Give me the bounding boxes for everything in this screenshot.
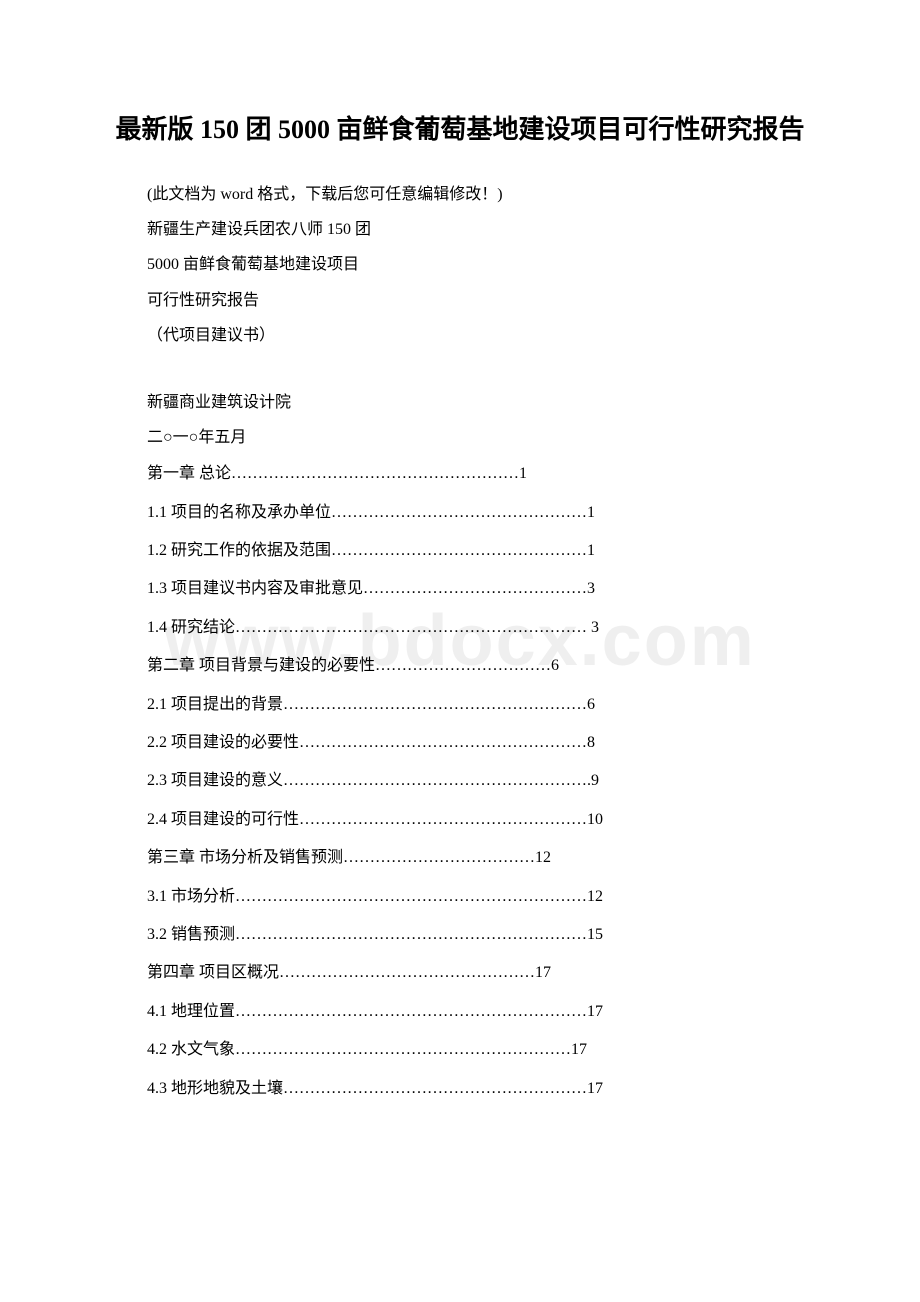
toc-entry: 第四章 项目区概况…………………………………………17 — [115, 954, 805, 992]
preamble-line: 新疆商业建筑设计院 — [115, 385, 805, 420]
toc-entry: 第三章 市场分析及销售预测………………………………12 — [115, 839, 805, 877]
preamble-line: （代项目建议书） — [115, 318, 805, 353]
preamble-line: 5000 亩鲜食葡萄基地建设项目 — [115, 247, 805, 282]
preamble-line: 可行性研究报告 — [115, 283, 805, 318]
preamble-section-2: 新疆商业建筑设计院 二○一○年五月 — [115, 385, 805, 455]
spacer — [115, 353, 805, 385]
toc-entry: 1.3 项目建议书内容及审批意见……………………………………3 — [115, 570, 805, 608]
preamble-line: (此文档为 word 格式，下载后您可任意编辑修改！) — [115, 177, 805, 212]
toc-entry: 1.1 项目的名称及承办单位…………………………………………1 — [115, 494, 805, 532]
toc-entry: 2.3 项目建设的意义………………………………………………….9 — [115, 762, 805, 800]
toc-entry: 第二章 项目背景与建设的必要性……………………………6 — [115, 647, 805, 685]
document-page: 最新版 150 团 5000 亩鲜食葡萄基地建设项目可行性研究报告 (此文档为 … — [0, 0, 920, 1188]
toc-entry: 4.3 地形地貌及土壤…………………………………………………17 — [115, 1070, 805, 1108]
toc-entry: 1.2 研究工作的依据及范围…………………………………………1 — [115, 532, 805, 570]
toc-entry: 4.1 地理位置…………………………………………………………17 — [115, 993, 805, 1031]
toc-entry: 4.2 水文气象………………………………………………………17 — [115, 1031, 805, 1069]
toc-entry: 1.4 研究结论………………………………………………………… 3 — [115, 609, 805, 647]
toc-entry: 3.2 销售预测…………………………………………………………15 — [115, 916, 805, 954]
toc-entry: 2.1 项目提出的背景…………………………………………………6 — [115, 686, 805, 724]
preamble-line: 二○一○年五月 — [115, 420, 805, 455]
preamble-line: 新疆生产建设兵团农八师 150 团 — [115, 212, 805, 247]
document-title: 最新版 150 团 5000 亩鲜食葡萄基地建设项目可行性研究报告 — [115, 110, 805, 149]
toc-entry: 3.1 市场分析…………………………………………………………12 — [115, 878, 805, 916]
table-of-contents: 第一章 总论………………………………………………1 1.1 项目的名称及承办单位… — [115, 455, 805, 1108]
toc-entry: 2.2 项目建设的必要性………………………………………………8 — [115, 724, 805, 762]
toc-entry: 2.4 项目建设的可行性………………………………………………10 — [115, 801, 805, 839]
toc-entry: 第一章 总论………………………………………………1 — [115, 455, 805, 493]
preamble-section: (此文档为 word 格式，下载后您可任意编辑修改！) 新疆生产建设兵团农八师 … — [115, 177, 805, 353]
